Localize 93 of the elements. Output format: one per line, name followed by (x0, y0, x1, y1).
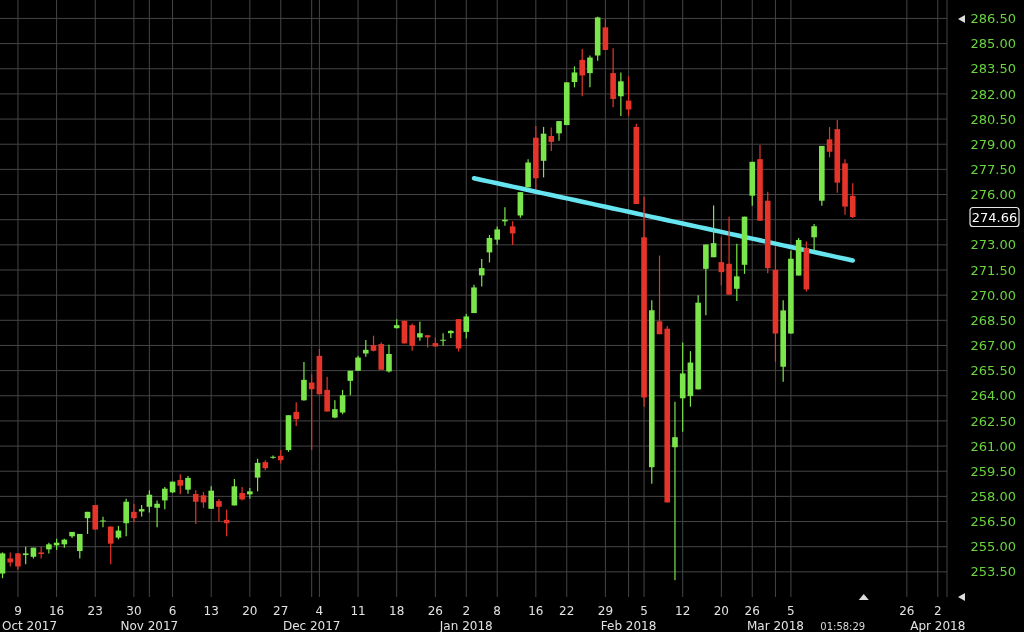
candlestick (826, 126, 833, 158)
candlestick (216, 498, 222, 523)
text: 01:58:29 (820, 621, 866, 632)
candlestick (587, 54, 593, 88)
candlestick (0, 551, 6, 579)
x-tick-label: 20 (713, 604, 729, 618)
candlestick (254, 458, 261, 492)
candlestick (509, 220, 516, 246)
x-tick-label: 13 (203, 604, 219, 618)
y-tick-label: 279.00 (970, 136, 1016, 152)
y-tick-label: 259.50 (970, 463, 1016, 479)
x-tick-label: Feb 2018 (600, 619, 657, 632)
y-tick-label: 282.00 (970, 86, 1016, 102)
candlestick (77, 533, 83, 560)
y-tick-label: 277.50 (970, 161, 1016, 177)
x-tick-label: 6 (168, 604, 177, 618)
y-tick-label: 276.00 (970, 187, 1016, 203)
x-tick-label: 26 (744, 604, 760, 618)
x-tick-label: 23 (87, 604, 103, 618)
y-tick-label: 264.00 (970, 388, 1016, 404)
candlestick (417, 321, 423, 342)
x-tick-label: Mar 2018 (746, 619, 804, 632)
x-tick-label: Dec 2017 (282, 619, 341, 632)
x-tick-label: 26 (427, 604, 443, 618)
candlestick (672, 401, 678, 581)
candlestick (123, 498, 129, 537)
y-tick-label: 258.00 (970, 488, 1016, 504)
candlestick (409, 322, 415, 352)
candlestick (618, 71, 624, 117)
candlestick (131, 503, 137, 523)
candlestick (478, 258, 485, 288)
y-tick-label: 268.50 (970, 312, 1016, 328)
candlestick (177, 473, 184, 495)
candlestick (463, 313, 470, 340)
candlestick (270, 454, 276, 460)
candlestick (656, 254, 663, 335)
candlestick (571, 65, 578, 88)
candlestick (625, 75, 632, 117)
x-tick-label: Nov 2017 (120, 619, 179, 632)
candlestick (192, 489, 199, 525)
candlestick (162, 486, 168, 510)
y-tick-label: 261.00 (970, 438, 1016, 454)
y-tick-label: 262.50 (970, 413, 1016, 429)
candlestick (107, 525, 114, 565)
x-tick-label: 4 (315, 604, 324, 618)
candlestick (38, 546, 44, 560)
x-tick-label: 8 (493, 604, 502, 618)
x-tick-label: 18 (389, 604, 405, 618)
candlestick (548, 127, 555, 152)
x-tick-label: 12 (675, 604, 691, 618)
text: 274.66 (971, 209, 1018, 225)
x-tick-label: 16 (48, 604, 65, 618)
candlestick (339, 389, 346, 415)
y-tick-label: 271.50 (970, 262, 1016, 278)
candlestick (440, 332, 446, 347)
y-tick-label: 267.00 (970, 338, 1016, 354)
candlestick (208, 485, 214, 510)
candlestick (293, 401, 300, 427)
candlestick (602, 18, 609, 51)
x-tick-label: 16 (528, 604, 544, 618)
candlestick (556, 120, 562, 142)
candlestick (386, 344, 392, 374)
candlestick (734, 243, 740, 302)
x-tick-label: 26 (899, 604, 915, 618)
candlestick (301, 361, 307, 402)
candlestick (494, 225, 500, 246)
candlestick (100, 516, 106, 528)
x-tick-label: 20 (242, 604, 258, 618)
x-tick-label: 27 (273, 604, 289, 618)
y-tick-label: 256.50 (970, 514, 1016, 530)
x-tick-label: 11 (350, 604, 366, 618)
candlestick (324, 376, 330, 413)
x-tick-label: 29 (597, 604, 614, 618)
y-tick-label: 286.50 (970, 11, 1016, 27)
x-tick-label: 30 (126, 604, 142, 618)
candlestick (811, 223, 817, 252)
y-tick-label: 270.00 (970, 287, 1016, 303)
x-tick-label: 5 (640, 604, 648, 618)
candlestick (154, 499, 160, 528)
y-tick-label: 283.50 (970, 61, 1016, 77)
text: Oct 2017 (2, 619, 58, 632)
x-tick-label: 5 (787, 604, 795, 618)
candlestick (579, 48, 586, 97)
y-tick-label: 280.50 (970, 111, 1016, 127)
y-tick-label: 265.50 (970, 363, 1016, 379)
x-tick-label: 22 (559, 604, 575, 618)
line-series (471, 176, 855, 263)
y-tick-label: 255.00 (970, 539, 1016, 555)
candlestick (849, 182, 856, 219)
y-tick-label: 273.00 (970, 237, 1016, 253)
x-tick-label: 9 (14, 604, 22, 618)
y-tick-label: 285.00 (970, 36, 1016, 52)
y-tick-label: 253.50 (970, 564, 1016, 580)
